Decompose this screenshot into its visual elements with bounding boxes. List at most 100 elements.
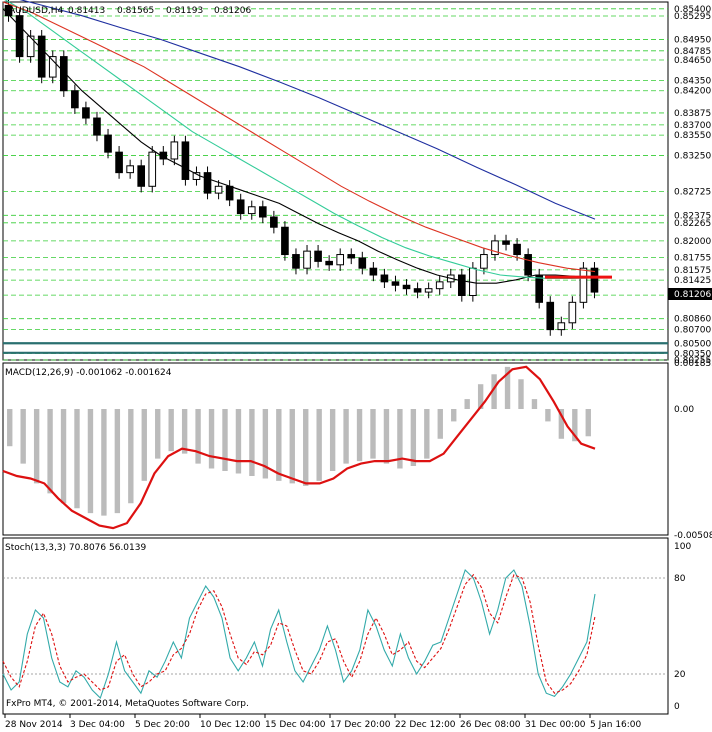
price-grid xyxy=(3,8,668,361)
candle-body xyxy=(502,240,510,245)
macd-tick-label: 0.001855 xyxy=(674,359,712,369)
price-tick-label: 0.83250 xyxy=(674,152,711,162)
current-price-text: 0.81206 xyxy=(674,290,711,300)
macd-title: MACD(12,26,9) -0.001062 -0.001624 xyxy=(5,368,172,378)
stoch-axis-labels: 100 80 20 0 xyxy=(674,542,691,712)
moving-averages xyxy=(2,0,596,284)
price-tick-label: 0.85400 xyxy=(674,5,711,15)
price-tick-label: 0.82265 xyxy=(674,219,711,229)
price-candles xyxy=(4,0,599,336)
current-price-box xyxy=(668,288,712,300)
candle-body xyxy=(37,35,46,78)
time-tick-label: 5 Dec 20:00 xyxy=(135,720,190,730)
stoch-tick-label: 100 xyxy=(674,542,691,552)
candle-body xyxy=(347,254,356,259)
candle-body xyxy=(424,288,433,293)
time-tick-label: 28 Nov 2014 xyxy=(5,720,63,730)
candle-body xyxy=(104,134,112,153)
macd-signal-polyline xyxy=(2,365,596,530)
candle-body xyxy=(435,281,444,290)
stoch-tick-label: 0 xyxy=(674,702,680,712)
panel-frame-0 xyxy=(2,1,669,361)
panel-frame-1 xyxy=(2,362,669,536)
candle-body xyxy=(413,288,422,293)
candle-body xyxy=(82,107,90,119)
macd-axis-labels: 0.001855 0.00 -0.00508 xyxy=(674,359,712,541)
macd-signal-line xyxy=(2,365,596,530)
candle-body xyxy=(126,165,134,174)
price-tick-label: 0.82000 xyxy=(674,237,711,247)
time-tick-label: 5 Jan 16:00 xyxy=(590,720,642,730)
ma-line-ma_longest xyxy=(19,0,596,220)
candle-body xyxy=(568,301,577,324)
price-tick-label: 0.81575 xyxy=(674,266,711,276)
open-value: 0.81413 xyxy=(68,6,105,16)
price-tick-label: 0.80700 xyxy=(674,326,711,336)
stoch-line-main xyxy=(2,568,596,700)
candle-body xyxy=(303,250,311,269)
macd-histogram xyxy=(7,366,591,516)
candle-body xyxy=(181,141,190,180)
candle-body xyxy=(369,267,378,276)
price-tick-label: 0.80255 xyxy=(674,356,711,366)
price-tick-label: 0.83700 xyxy=(674,121,711,131)
time-tick-label: 17 Dec 20:00 xyxy=(330,720,391,730)
candle-body xyxy=(358,257,367,269)
candle-body xyxy=(170,141,179,160)
stoch-lines xyxy=(2,568,596,700)
panel-frame-2 xyxy=(2,537,669,715)
ma-line-ma_mid xyxy=(4,0,596,279)
candle-body xyxy=(402,284,411,290)
time-tick-label: 22 Dec 12:00 xyxy=(395,720,456,730)
price-tick-label: 0.83875 xyxy=(674,109,711,119)
price-tick-label: 0.85295 xyxy=(674,12,711,22)
candle-body xyxy=(93,117,101,136)
time-tick-label: 3 Dec 04:00 xyxy=(70,720,125,730)
price-tick-label: 0.84200 xyxy=(674,87,711,97)
stoch-grid xyxy=(3,577,668,675)
candle-body xyxy=(380,274,389,283)
price-tick-label: 0.84350 xyxy=(674,76,711,86)
candle-body xyxy=(203,172,212,194)
price-tick-label: 0.81755 xyxy=(674,254,711,264)
price-tick-label: 0.81425 xyxy=(674,276,711,286)
candle-body xyxy=(590,267,599,293)
candle-body xyxy=(59,56,68,92)
price-tick-label: 0.80350 xyxy=(674,350,711,360)
stoch-line-signal xyxy=(2,573,596,694)
high-value: 0.81565 xyxy=(117,6,154,16)
candle-body xyxy=(15,15,24,58)
low-value: 0.81193 xyxy=(166,6,203,16)
price-tick-label: 0.82375 xyxy=(674,211,711,221)
time-tick-label: 31 Dec 00:00 xyxy=(525,720,586,730)
candle-body xyxy=(535,274,544,303)
stoch-tick-label: 20 xyxy=(674,670,686,680)
candle-body xyxy=(258,206,267,218)
price-tick-label: 0.82725 xyxy=(674,187,711,197)
candle-body xyxy=(513,243,521,256)
candle-body xyxy=(137,165,146,187)
candle-body xyxy=(71,90,79,109)
candle-body xyxy=(281,226,289,256)
candle-body xyxy=(457,274,466,296)
candle-body xyxy=(225,185,234,201)
price-tick-label: 0.84785 xyxy=(674,47,711,57)
candle-body xyxy=(480,254,488,269)
ma-line-ma_fast xyxy=(2,8,596,284)
candle-body xyxy=(325,260,333,266)
symbol-label: AUDUSD,H4 xyxy=(9,6,64,16)
candle-body xyxy=(524,254,532,276)
close-value: 0.81206 xyxy=(214,6,251,16)
price-tick-label: 0.84950 xyxy=(674,36,711,46)
time-tick-label: 10 Dec 12:00 xyxy=(200,720,261,730)
macd-tick-label: -0.00508 xyxy=(674,531,712,541)
candle-body xyxy=(579,267,588,303)
price-tick-label: 0.84650 xyxy=(674,56,711,66)
current-price-tag: 0.81206 xyxy=(668,288,712,300)
time-axis-labels: 28 Nov 2014 3 Dec 04:00 5 Dec 20:00 10 Dec … xyxy=(4,714,642,730)
candle-body xyxy=(148,151,157,187)
price-tick-label: 0.80500 xyxy=(674,339,711,349)
candle-body xyxy=(270,216,278,228)
